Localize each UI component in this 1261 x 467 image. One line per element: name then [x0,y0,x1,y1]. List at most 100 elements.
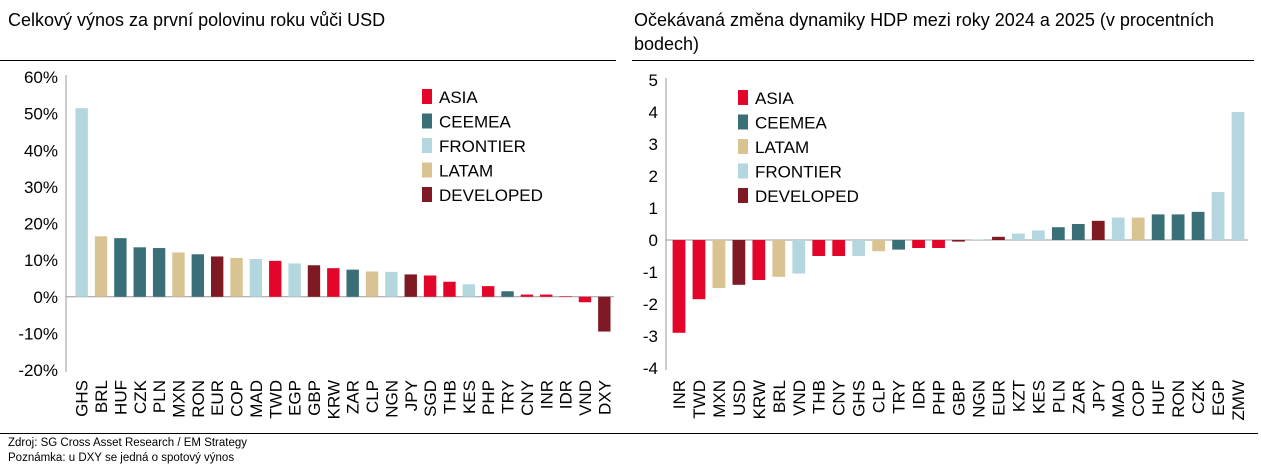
legend-label: ASIA [755,89,794,108]
bar [288,263,301,297]
bar [1012,233,1025,240]
bar [307,265,321,297]
category-label: PLN [150,380,169,413]
category-label: MXN [169,380,188,418]
y-tick-label: 50% [24,105,58,124]
bar [230,257,243,297]
chart1-total-return: -20% -10% 0% 10% 20% 30% 40% 50% 60% GHS BRL HUF CZK… [18,68,614,419]
category-label: EUR [208,380,227,416]
chart2-title-rule [632,60,1254,61]
legend-label: ASIA [439,88,478,107]
legend-label: FRONTIER [755,163,842,182]
bar [1031,230,1045,240]
category-label: CLP [363,380,382,413]
category-label: PLN [1049,380,1068,413]
category-label: RON [1169,380,1188,418]
category-label: EGP [286,380,305,416]
bar [191,254,205,297]
bar [152,248,166,297]
category-label: IDR [557,380,576,409]
bar [172,252,185,297]
category-label: ZMW [1229,380,1248,421]
y-tick-label: -1 [643,263,658,282]
bar [772,240,786,277]
bar [385,271,398,297]
chart2-title: Očekávaná změna dynamiky HDP mezi roky 2… [634,10,1214,54]
category-label: MAD [1109,380,1128,418]
category-label: RON [189,380,208,418]
bar [792,240,806,274]
y-tick-label: 3 [649,135,658,154]
category-label: MAD [247,380,266,418]
category-label: JPY [402,380,421,411]
legend-label: CEEMEA [755,114,827,133]
bar [598,296,611,332]
category-label: ZAR [344,380,363,414]
bar [249,259,263,297]
y-tick-label: 4 [649,103,658,122]
category-label: KRW [324,380,343,419]
bar [269,260,282,297]
bar [346,269,359,297]
footnote: Poznámka: u DXY se jedná o spotový výnos [8,452,235,464]
category-label: DXY [595,380,614,415]
legend-swatch [422,187,432,202]
bar [481,286,495,297]
legend-label: LATAM [755,138,809,157]
category-label: INR [537,380,556,409]
bar [992,236,1005,240]
category-label: GBP [950,380,969,416]
bar [540,294,553,297]
category-label: CNY [830,380,849,416]
category-label: EUR [989,380,1008,416]
bar [133,247,146,297]
bar [1171,214,1185,240]
category-label: EGP [1209,380,1228,416]
bar [692,240,706,300]
bar [75,108,88,297]
bar [1231,112,1245,240]
category-label: TRY [499,380,518,414]
category-label: KES [1029,380,1048,414]
y-tick-label: 60% [24,68,58,87]
category-label: JPY [1089,380,1108,411]
category-label: CLP [870,380,889,413]
category-label: GHS [73,380,92,417]
source-note: Zdroj: SG Cross Asset Research / EM Stra… [8,437,248,449]
bar [832,240,846,256]
y-tick-label: 2 [649,167,658,186]
category-label: COP [1129,380,1148,417]
legend-swatch [738,188,748,203]
category-label: INR [670,380,689,409]
chart1-title-rule [0,60,616,61]
category-label: PHP [479,380,498,415]
bar [1111,217,1125,240]
bar [732,240,746,285]
category-label: CNY [518,380,537,416]
chart1-title: Celkový výnos za první polovinu roku vůč… [8,10,386,30]
category-label: KRW [750,380,769,419]
y-tick-label: 5 [649,71,658,90]
category-label: USD [730,380,749,416]
category-label: BRL [770,380,789,413]
bar [752,240,766,280]
category-label: VND [790,380,809,416]
category-label: COP [228,380,247,417]
legend-swatch [422,113,432,129]
bar [1191,211,1205,240]
category-label: THB [440,380,459,414]
footer-rule [0,433,1258,434]
legend-swatch [738,163,748,179]
category-label: PHP [930,380,949,415]
category-label: THB [810,380,829,414]
bar [114,238,127,297]
category-label: CZK [1189,379,1208,414]
category-label: BRL [92,380,111,413]
bar [462,284,476,297]
legend-label: LATAM [439,162,493,181]
bar [872,240,886,252]
bar [559,296,572,297]
legend-label: DEVELOPED [439,186,543,205]
legend-swatch [738,114,748,130]
category-label: HUF [1149,380,1168,415]
